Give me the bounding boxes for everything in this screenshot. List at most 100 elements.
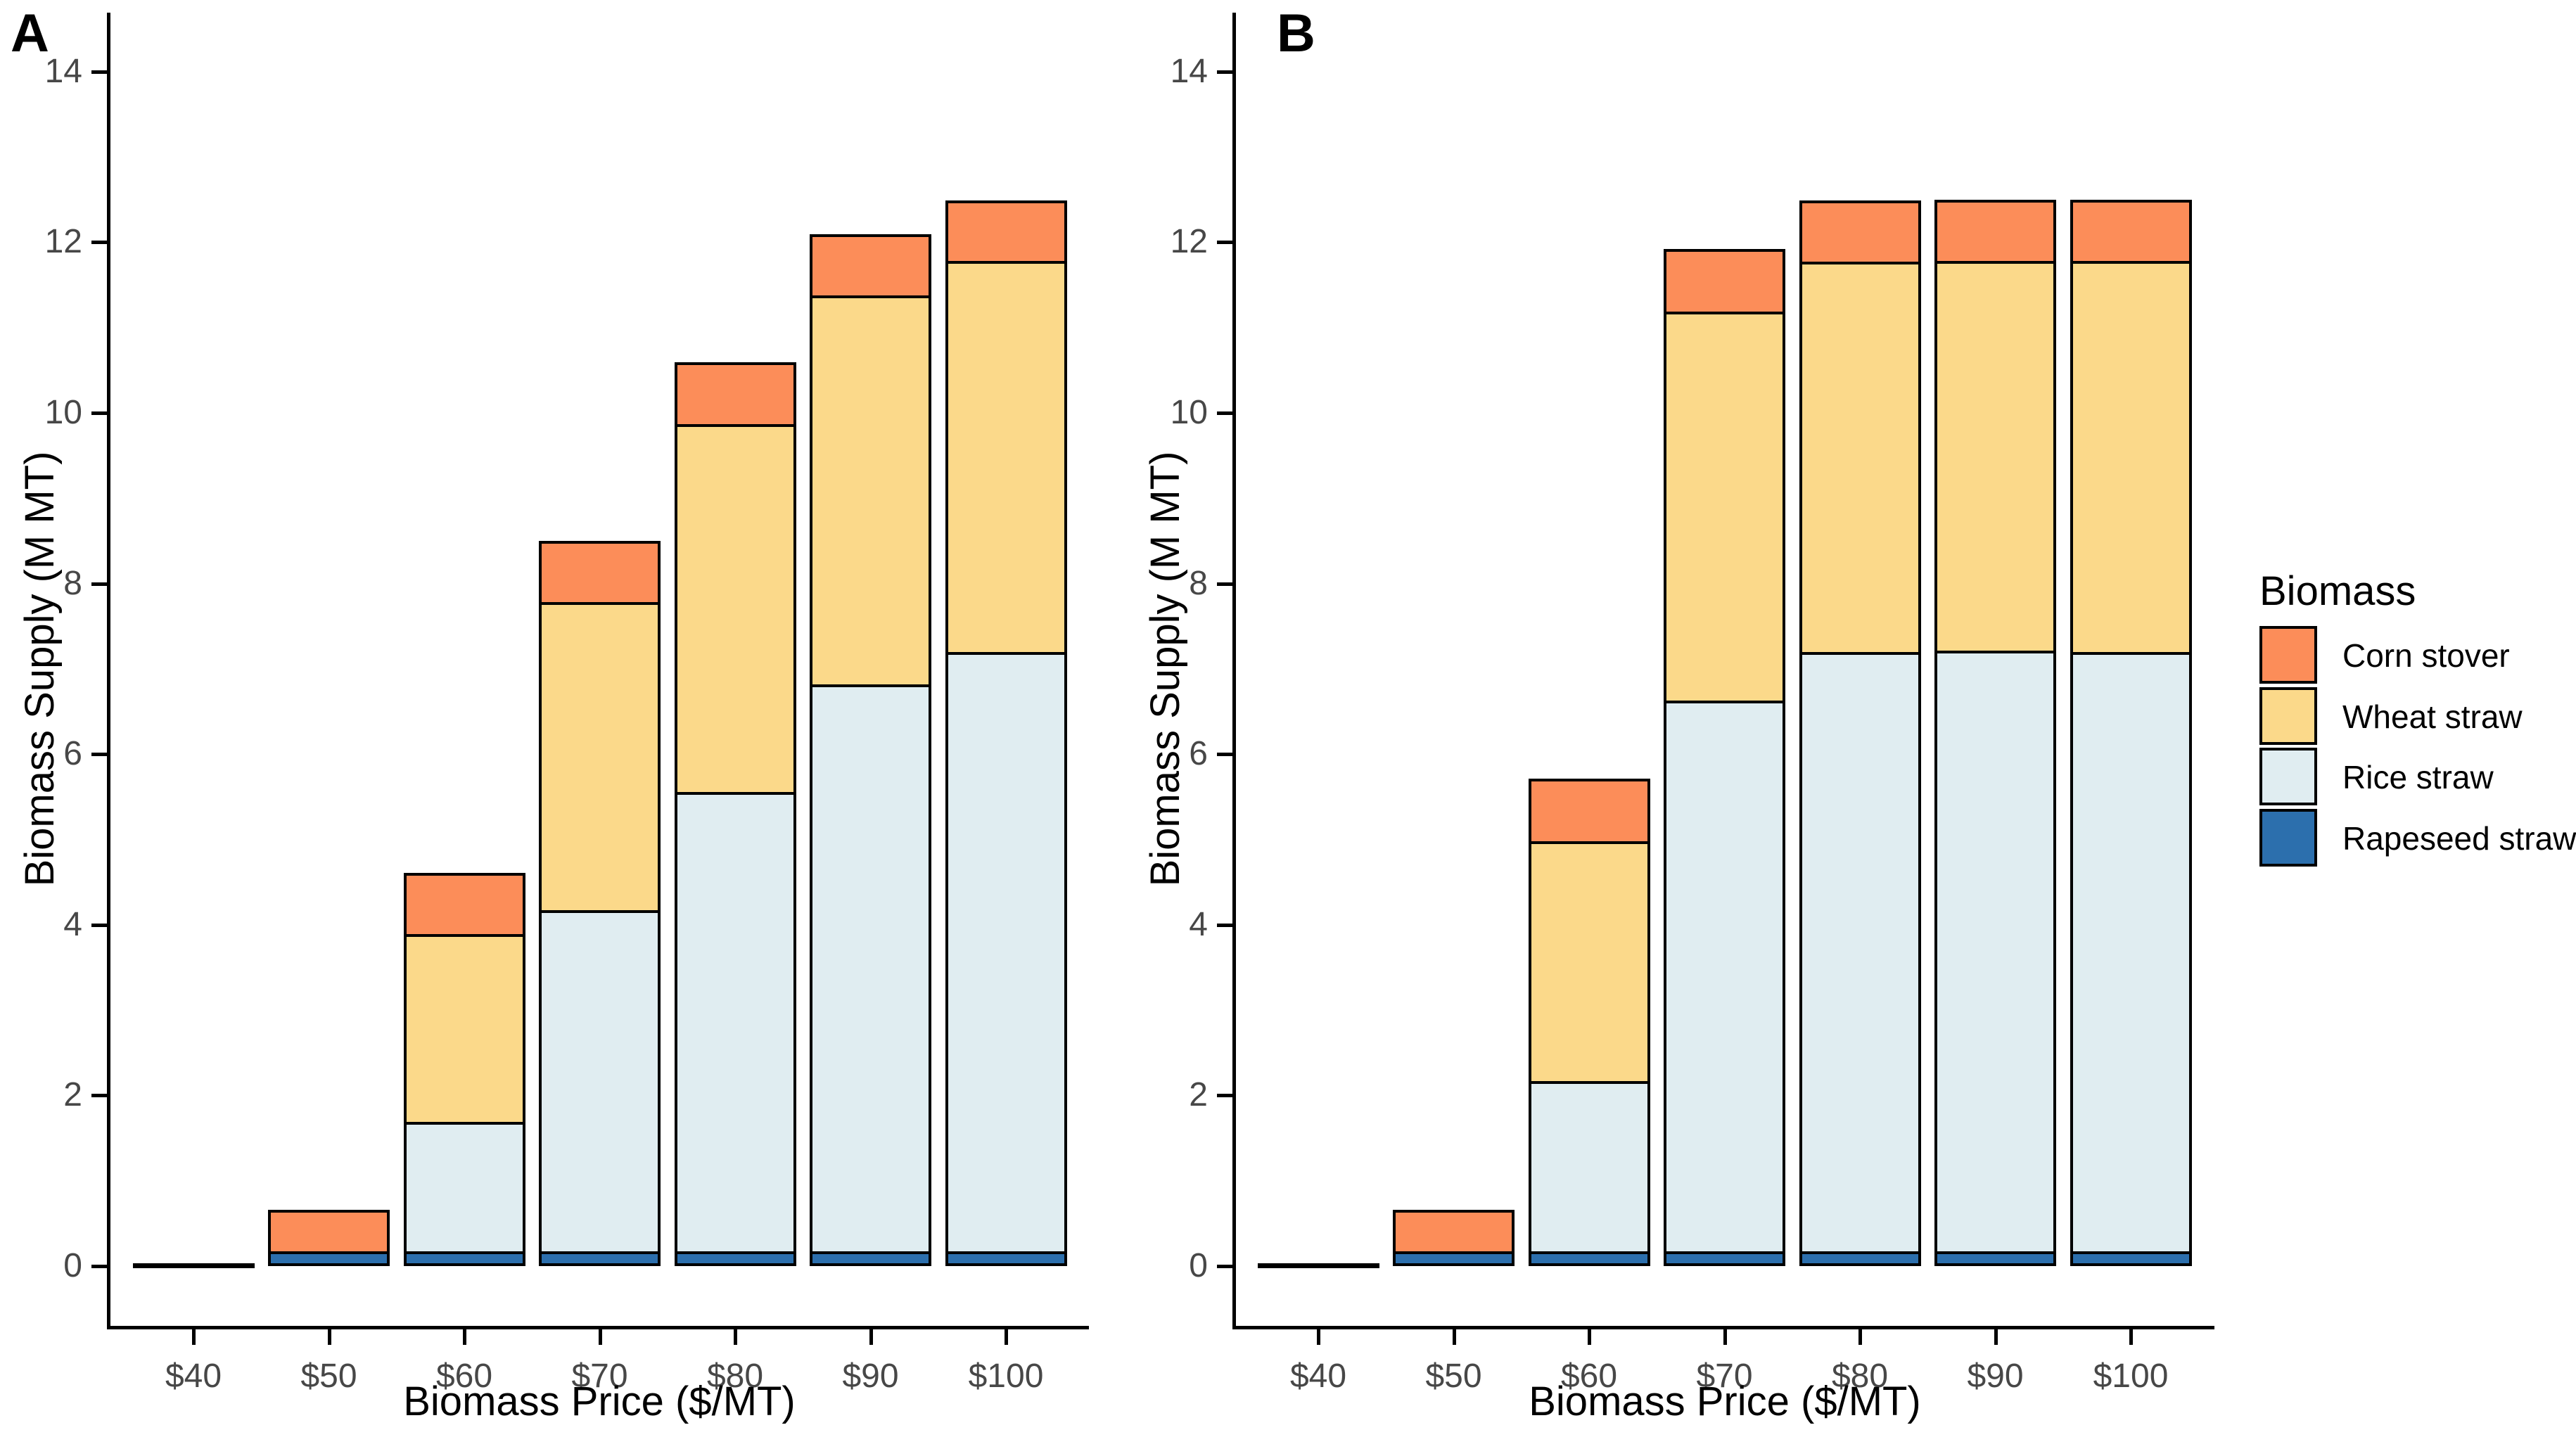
bar-segment-a-$100-rice-straw [945,651,1067,1255]
bar-segment-b-$50-corn-stover [1393,1209,1515,1255]
x-tick-label-b: $40 [1289,1358,1347,1395]
y-tick-label-a: 4 [63,905,82,943]
legend-key-wheat-straw [2259,686,2317,745]
y-tick-label-b: 0 [1189,1247,1208,1284]
bar-segment-a-$60-wheat-straw [403,934,525,1125]
x-tick-label-b: $50 [1425,1358,1482,1395]
bar-segment-b-$90-wheat-straw [1934,261,2056,654]
legend-key-rice-straw [2259,748,2317,805]
x-tick-a [192,1329,196,1345]
bar-segment-a-$50-corn-stover [268,1209,390,1255]
y-tick-a [91,753,107,757]
y-axis-title-a: Biomass Supply (M MT) [17,451,63,887]
legend-key-rapeseed-straw [2259,808,2317,867]
x-tick-a [463,1329,466,1345]
y-tick-b [1217,1265,1232,1268]
x-tick-label-b: $60 [1560,1358,1618,1395]
y-tick-label-a: 2 [63,1076,82,1114]
y-tick-b [1217,1094,1232,1098]
x-tick-a [734,1329,737,1345]
bar-segment-b-$80-corn-stover [1799,200,1921,265]
x-tick-a [869,1329,873,1345]
y-tick-label-a: 10 [44,394,82,431]
y-tick-label-b: 2 [1189,1076,1208,1114]
x-tick-label-b: $70 [1696,1358,1753,1395]
y-tick-label-a: 8 [63,564,82,602]
y-tick-label-a: 14 [44,52,82,90]
bar-segment-a-$80-corn-stover [674,362,796,427]
x-tick-label-a: $80 [706,1358,764,1395]
y-tick-a [91,923,107,927]
bar-segment-a-$70-corn-stover [539,540,661,606]
x-tick-b [1994,1329,1998,1345]
y-axis-line-b [1232,13,1236,1329]
bar-segment-b-$100-wheat-straw [2070,261,2192,655]
y-axis-line-a [107,13,110,1329]
y-axis-title-b: Biomass Supply (M MT) [1142,451,1188,887]
y-tick-label-a: 0 [63,1247,82,1284]
y-tick-a [91,411,107,415]
panel-label-a: A [11,4,49,63]
bar-segment-b-$60-corn-stover [1528,779,1650,844]
x-tick-label-a: $50 [300,1358,357,1395]
y-tick-a [91,1265,107,1268]
x-tick-b [1858,1329,1862,1345]
bar-segment-a-$100-wheat-straw [945,261,1067,655]
bar-segment-b-$100-rice-straw [2070,651,2192,1255]
x-tick-label-b: $100 [2093,1358,2169,1395]
y-tick-label-a: 6 [63,735,82,773]
x-tick-label-a: $90 [842,1358,899,1395]
y-tick-b [1217,241,1232,245]
y-tick-a [91,70,107,74]
x-tick-a [327,1329,331,1345]
legend-label-corn-stover: Corn stover [2342,637,2510,674]
bar-segment-a-$70-rice-straw [539,910,661,1255]
bar-segment-b-$90-corn-stover [1934,199,2056,264]
y-tick-b [1217,753,1232,757]
x-axis-title-a: Biomass Price ($/MT) [403,1379,796,1424]
bar-segment-a-$90-rice-straw [810,684,931,1255]
bar-segment-a-$70-wheat-straw [539,602,661,914]
x-tick-a [1005,1329,1008,1345]
bar-segment-a-$100-corn-stover [945,200,1067,264]
y-tick-label-b: 12 [1170,223,1208,261]
y-tick-label-b: 6 [1189,735,1208,773]
legend-label-rice-straw: Rice straw [2342,759,2494,796]
x-axis-title-b: Biomass Price ($/MT) [1529,1379,1921,1424]
x-tick-b [1723,1329,1727,1345]
y-tick-a [91,1094,107,1098]
x-tick-label-b: $80 [1831,1358,1889,1395]
x-tick-b [1317,1329,1320,1345]
y-tick-b [1217,923,1232,927]
bar-zero-b-$40 [1257,1263,1379,1268]
bar-segment-b-$70-corn-stover [1664,249,1785,314]
legend-key-corn-stover [2259,626,2317,684]
x-tick-label-a: $60 [435,1358,493,1395]
bar-segment-a-$60-rice-straw [403,1122,525,1255]
bar-segment-b-$100-corn-stover [2070,199,2192,264]
x-tick-label-a: $40 [165,1358,222,1395]
y-tick-label-b: 14 [1170,52,1208,90]
bar-segment-b-$60-rice-straw [1528,1080,1650,1255]
y-tick-a [91,582,107,586]
bar-segment-b-$90-rice-straw [1934,651,2056,1255]
x-axis-line-a [107,1326,1089,1329]
y-tick-label-a: 12 [44,223,82,261]
y-tick-b [1217,582,1232,586]
x-tick-a [598,1329,602,1345]
y-tick-b [1217,411,1232,415]
x-tick-label-a: $100 [968,1358,1044,1395]
y-tick-label-b: 10 [1170,394,1208,431]
x-tick-label-a: $70 [571,1358,628,1395]
bar-segment-b-$70-wheat-straw [1664,311,1785,703]
panel-label-b: B [1277,4,1315,63]
legend-title: Biomass [2259,568,2416,614]
bar-segment-b-$70-rice-straw [1664,700,1785,1255]
bar-segment-b-$80-rice-straw [1799,651,1921,1255]
bar-segment-a-$60-corn-stover [403,872,525,938]
x-tick-b [2129,1329,2133,1345]
y-tick-label-b: 8 [1189,564,1208,602]
y-tick-a [91,241,107,245]
x-axis-line-b [1232,1326,2214,1329]
